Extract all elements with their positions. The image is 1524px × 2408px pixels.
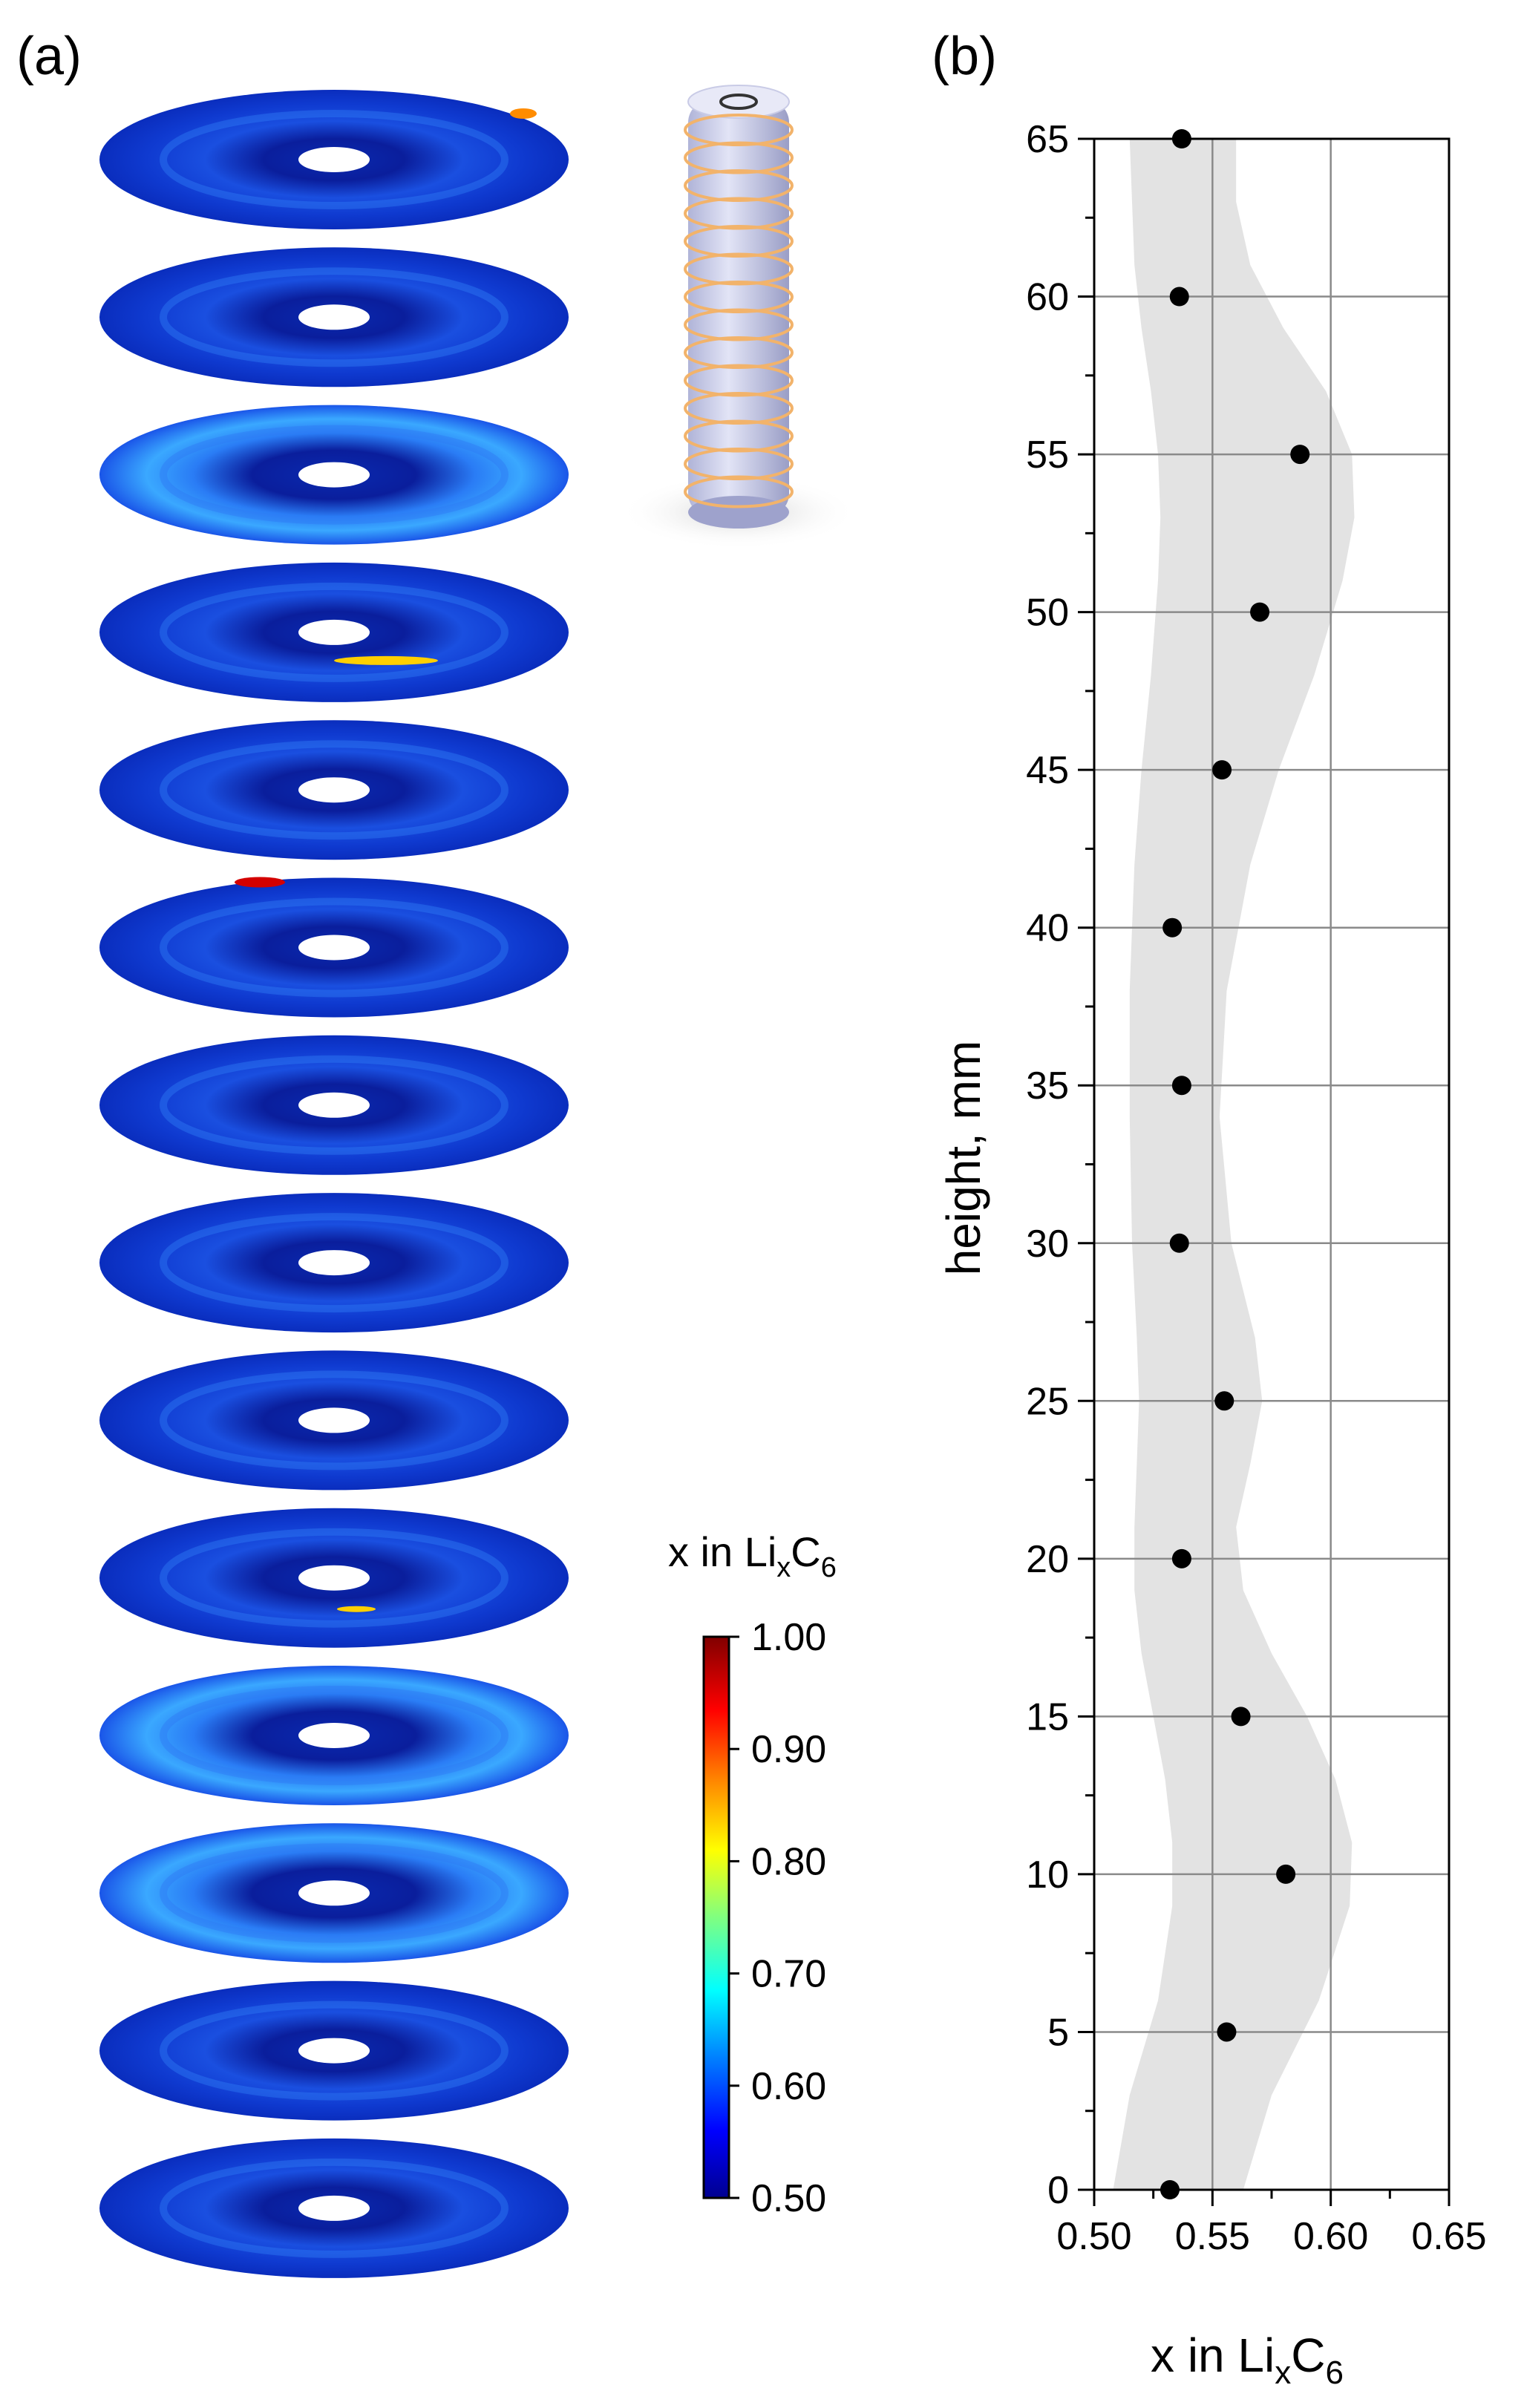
slice-hole	[298, 935, 370, 961]
slice-disk	[99, 405, 569, 545]
slice-ring	[684, 448, 794, 480]
slice-ring	[684, 392, 794, 425]
data-point	[1212, 760, 1232, 780]
slice-hole	[298, 2195, 370, 2221]
y-tick-label: 20	[1026, 1538, 1069, 1581]
data-point	[1169, 1233, 1189, 1253]
height-profile-plot: 0.50 0.55 0.60 0.65 0 5 10 15 20 25 30 35 40 45 50 55 6…	[937, 118, 1487, 2391]
data-point	[1231, 1707, 1251, 1727]
slice-ring	[684, 419, 794, 453]
hotspot	[337, 1606, 376, 1612]
y-tick-label: 5	[1047, 2011, 1069, 2054]
slice-ring	[684, 281, 794, 313]
slice-hole	[298, 1407, 370, 1433]
x-tick-label: 0.50	[1056, 2215, 1131, 2258]
slice-ring	[684, 114, 794, 146]
slice-disk	[99, 1508, 569, 1648]
colorbar-ramp	[702, 1635, 730, 2199]
data-point	[1217, 2022, 1237, 2042]
slice-ring	[684, 336, 794, 369]
slice-ring	[684, 364, 794, 397]
x-axis: 0.50 0.55 0.60 0.65	[1056, 2190, 1487, 2258]
slice-disk	[99, 90, 569, 229]
slice-disk	[99, 877, 569, 1018]
y-tick-label: 50	[1026, 592, 1069, 635]
x-tick-label: 0.60	[1293, 2215, 1368, 2258]
slice-hole	[298, 1565, 370, 1591]
panel-a-label: (a)	[16, 27, 82, 86]
slice-ring	[684, 475, 794, 508]
y-axis: 0 5 10 15 20 25 30 35 40 45 50 55 60 65	[1026, 118, 1094, 2212]
x-axis-title: x in LixC6	[1151, 2329, 1344, 2391]
slice-hole	[298, 147, 370, 172]
data-point	[1171, 1076, 1191, 1096]
slice-disk	[99, 1823, 569, 1963]
colorbar-tick-label: 0.70	[751, 1953, 826, 1996]
slice-ring	[684, 197, 794, 230]
data-point	[1276, 1864, 1296, 1884]
y-tick-label: 45	[1026, 749, 1069, 792]
data-points	[1160, 129, 1310, 2199]
panel-b-label: (b)	[932, 27, 997, 86]
slice-disk	[99, 1193, 569, 1333]
slice-hole	[298, 462, 370, 488]
slice-hole	[298, 1092, 370, 1118]
slice-disk	[99, 1035, 569, 1175]
x-tick-label: 0.55	[1175, 2215, 1250, 2258]
slice-hole	[298, 1723, 370, 1748]
data-point	[1250, 602, 1270, 622]
slice-ring	[684, 252, 794, 286]
slice-hole	[298, 1250, 370, 1276]
y-axis-title: height, mm	[937, 1041, 990, 1276]
slice-disk	[99, 1980, 569, 2121]
data-point	[1169, 287, 1189, 307]
slice-hole	[298, 2038, 370, 2064]
slice-hole	[298, 304, 370, 330]
y-tick-label: 60	[1026, 276, 1069, 319]
colorbar-tick-label: 0.60	[751, 2065, 826, 2108]
y-tick-label: 55	[1026, 433, 1069, 477]
data-point	[1290, 445, 1310, 465]
y-tick-label: 10	[1026, 1854, 1069, 1897]
data-point	[1171, 1548, 1191, 1568]
colorbar-title: x in LixC6	[668, 1528, 837, 1583]
x-tick-label: 0.65	[1411, 2215, 1486, 2258]
y-tick-label: 25	[1026, 1380, 1069, 1423]
y-tick-label: 30	[1026, 1223, 1069, 1266]
y-tick-label: 0	[1047, 2169, 1069, 2212]
data-point	[1162, 917, 1183, 938]
hotspot	[510, 108, 537, 119]
slice-stack	[99, 90, 569, 2278]
slice-ring	[684, 169, 794, 202]
colorbar: x in LixC6 1.00 0.90 0.80 0.70 0.60 0.50	[668, 1528, 837, 2220]
colorbar-tick-label: 0.80	[751, 1840, 826, 1883]
slice-disk	[99, 247, 569, 387]
data-point	[1214, 1391, 1234, 1411]
slice-hole	[298, 619, 370, 645]
slice-disk	[99, 562, 569, 702]
y-tick-label: 40	[1026, 907, 1069, 950]
slice-hole	[298, 777, 370, 803]
slice-ring	[684, 225, 794, 258]
slice-disk	[99, 720, 569, 860]
slice-ring	[684, 308, 794, 341]
confidence-band	[1113, 139, 1355, 2190]
hotspot	[235, 877, 285, 888]
slice-ring	[684, 141, 794, 174]
slice-disk	[99, 2138, 569, 2278]
y-tick-label: 35	[1026, 1064, 1069, 1108]
y-tick-label: 65	[1026, 118, 1069, 161]
hotspot	[334, 655, 438, 665]
colorbar-tick-label: 0.90	[751, 1728, 826, 1771]
cell-illustration	[620, 85, 857, 549]
colorbar-tick-label: 1.00	[751, 1616, 826, 1659]
slice-disk	[99, 1350, 569, 1491]
colorbar-tick-label: 0.50	[751, 2177, 826, 2220]
slice-disk	[99, 1666, 569, 1805]
y-tick-label: 15	[1026, 1695, 1069, 1738]
slice-hole	[298, 1880, 370, 1906]
